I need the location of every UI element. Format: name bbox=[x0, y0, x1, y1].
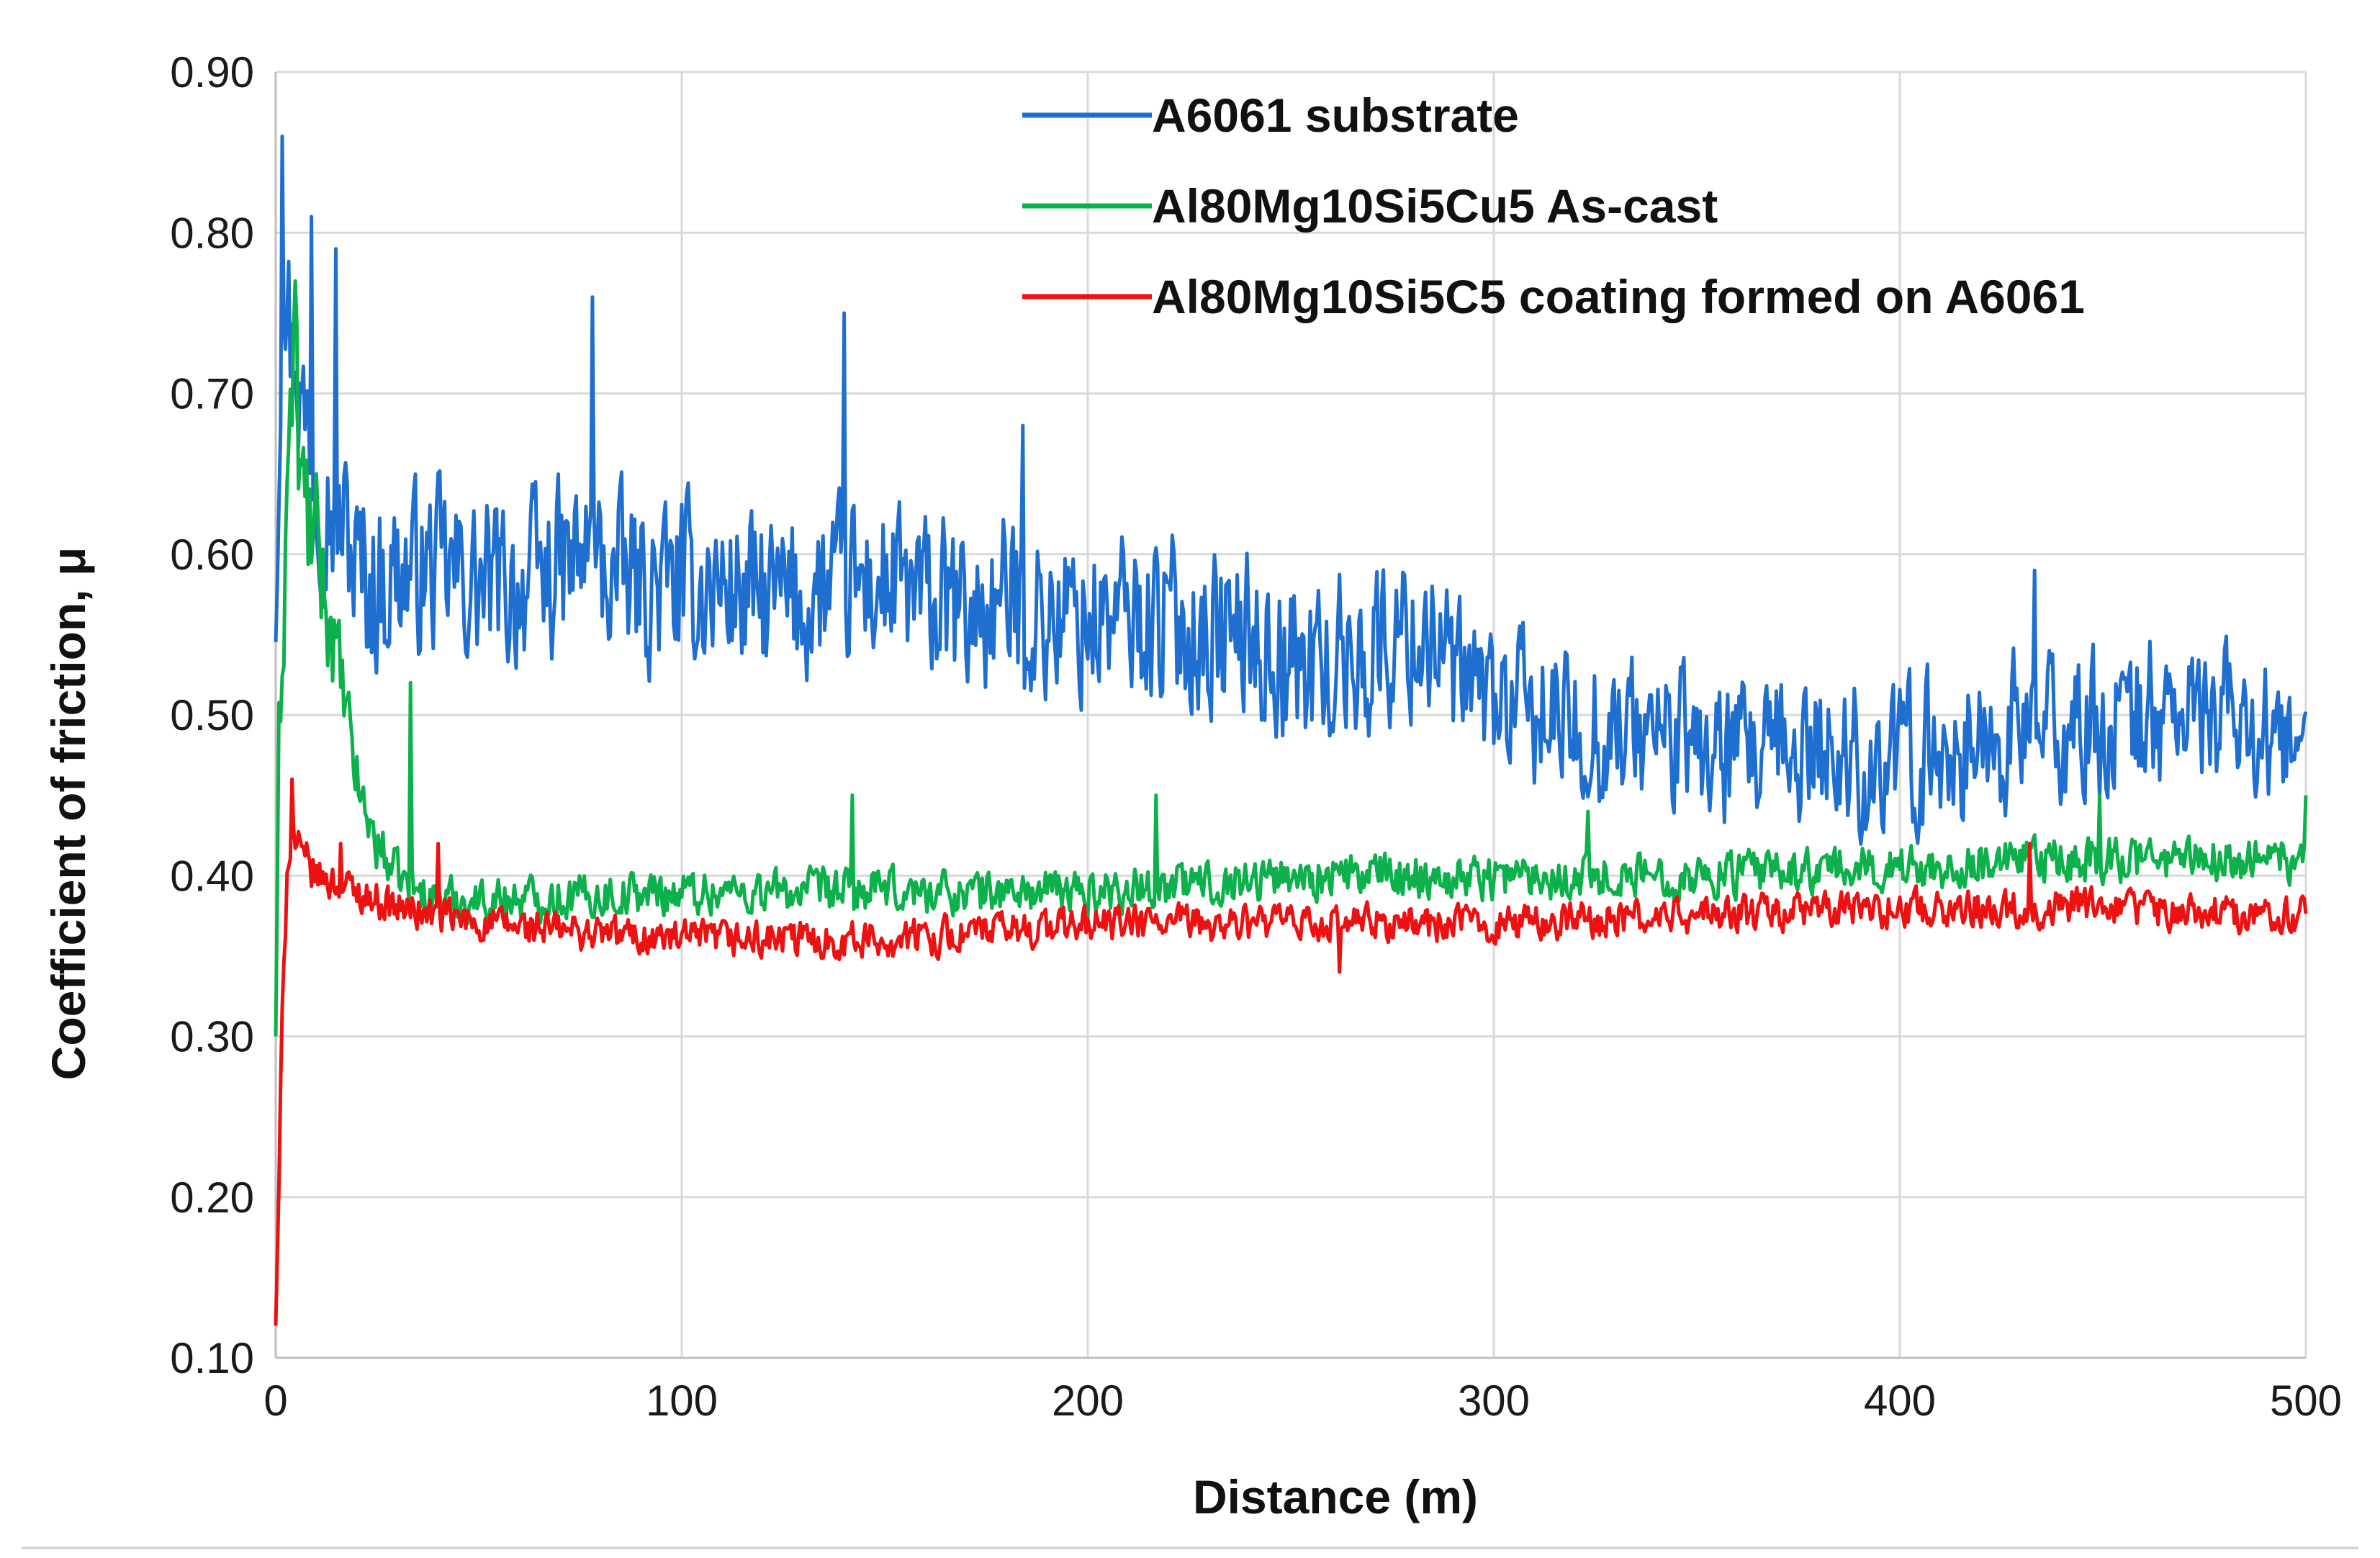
legend-label-coating: Al80Mg10Si5C5 coating formed on A6061 bbox=[1152, 270, 2085, 323]
x-tick-label: 200 bbox=[1052, 1377, 1124, 1425]
series-line-a6061-substrate bbox=[274, 134, 2308, 846]
y-tick-label: 0.10 bbox=[170, 1334, 254, 1382]
x-tick-label: 400 bbox=[1864, 1377, 1936, 1425]
legend-label-a6061: A6061 substrate bbox=[1152, 89, 1519, 142]
series-line-al80mg10si5cu5-as-cast bbox=[274, 279, 2308, 1037]
y-tick-label: 0.90 bbox=[170, 48, 254, 96]
y-axis-title: Coefficient of friction, μ bbox=[42, 547, 95, 1081]
y-tick-label: 0.60 bbox=[170, 531, 254, 579]
tick-labels: 0.10 0.20 0.30 0.40 0.50 0.60 0.70 0.80 0.90 0 100… bbox=[170, 48, 2342, 1425]
y-tick-label: 0.70 bbox=[170, 370, 254, 418]
y-tick-label: 0.50 bbox=[170, 691, 254, 739]
x-tick-label: 500 bbox=[2270, 1377, 2342, 1425]
grid-lines bbox=[276, 71, 2307, 1358]
x-tick-label: 0 bbox=[263, 1377, 287, 1425]
x-tick-label: 100 bbox=[646, 1377, 718, 1425]
y-tick-label: 0.30 bbox=[170, 1013, 254, 1061]
y-tick-label: 0.40 bbox=[170, 852, 254, 900]
legend: A6061 substrate Al80Mg10Si5Cu5 As-cast A… bbox=[1022, 89, 2085, 323]
y-tick-label: 0.80 bbox=[170, 209, 254, 257]
axes bbox=[274, 72, 2306, 1359]
legend-label-ascast: Al80Mg10Si5Cu5 As-cast bbox=[1152, 179, 1718, 233]
x-tick-label: 300 bbox=[1458, 1377, 1530, 1425]
series-lines bbox=[274, 134, 2308, 1326]
series-line-al80mg10si5c5-coating-formed-on-a6061 bbox=[274, 777, 2308, 1326]
x-axis-title: Distance (m) bbox=[1193, 1470, 1478, 1523]
y-tick-label: 0.20 bbox=[170, 1174, 254, 1222]
